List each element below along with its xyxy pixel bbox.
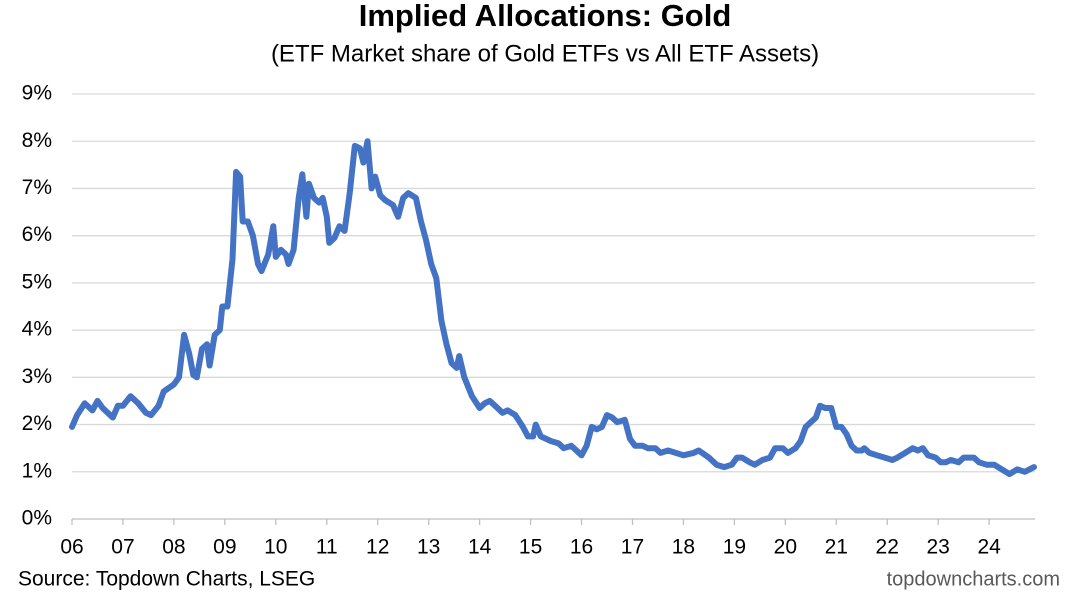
x-tick-label: 14 [468, 536, 492, 559]
y-tick-label: 2% [22, 412, 52, 435]
x-tick-label: 18 [672, 536, 695, 559]
y-tick-label: 0% [22, 507, 52, 530]
y-tick-label: 8% [22, 129, 52, 152]
data-line [69, 138, 1037, 478]
y-tick-label: 1% [22, 459, 52, 482]
y-tick-label: 7% [22, 176, 52, 199]
x-tick-label: 08 [162, 536, 185, 559]
x-tick-label: 21 [825, 536, 848, 559]
source-note: Source: Topdown Charts, LSEG [18, 568, 315, 591]
x-tick-label: 11 [316, 536, 338, 559]
x-tick-label: 23 [927, 536, 950, 559]
x-tick-label: 17 [621, 536, 644, 559]
x-tick-label: 07 [111, 536, 134, 559]
x-tick-label: 19 [723, 536, 746, 559]
y-tick-label: 6% [22, 223, 52, 246]
x-tick-label: 22 [876, 536, 899, 559]
x-tick-label: 09 [213, 536, 236, 559]
watermark: topdowncharts.com [887, 568, 1060, 590]
x-tick-label: 13 [417, 536, 440, 559]
x-tick-label: 24 [977, 536, 1001, 559]
y-tick-label: 9% [22, 82, 52, 105]
x-tick-label: 10 [264, 536, 287, 559]
chart-subtitle: (ETF Market share of Gold ETFs vs All ET… [271, 40, 819, 67]
y-tick-label: 5% [22, 270, 52, 293]
y-tick-label: 3% [22, 365, 52, 388]
x-tick-label: 15 [519, 536, 542, 559]
y-tick-label: 4% [22, 318, 52, 341]
x-tick-label: 06 [60, 536, 83, 559]
chart-title: Implied Allocations: Gold [359, 0, 732, 33]
x-tick-label: 20 [774, 536, 797, 559]
x-tick-label: 16 [570, 536, 593, 559]
x-tick-label: 12 [366, 536, 389, 559]
